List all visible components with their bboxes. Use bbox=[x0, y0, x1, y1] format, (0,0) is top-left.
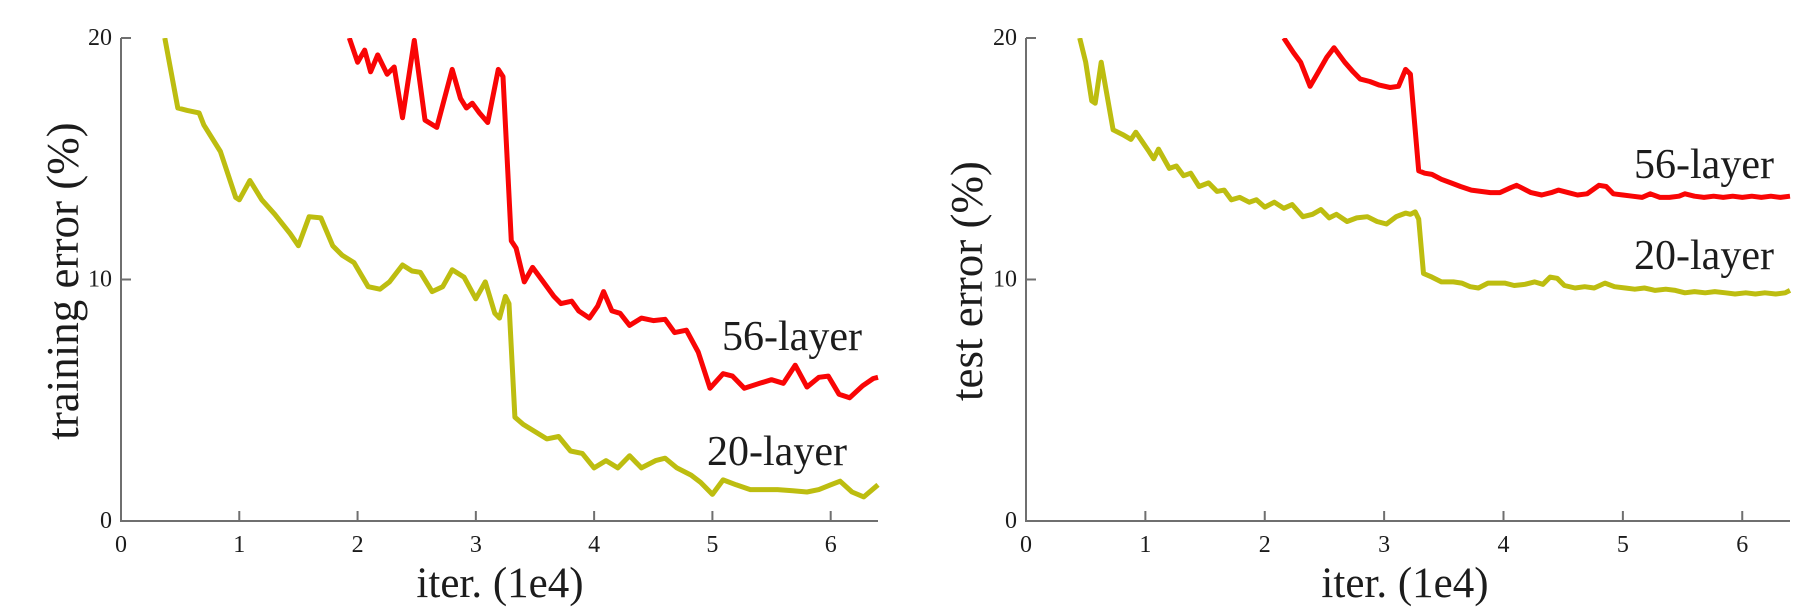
test-x-tick-label: 0 bbox=[1020, 532, 1032, 558]
training-56-layer-curve bbox=[346, 38, 879, 401]
test-chart-x-axis-label: iter. (1e4) bbox=[1321, 560, 1489, 607]
training-x-tick-label: 0 bbox=[115, 532, 127, 558]
test-x-tick-label: 5 bbox=[1617, 532, 1629, 558]
training-y-tick-label: 20 bbox=[88, 25, 112, 51]
test-y-tick-label: 10 bbox=[993, 267, 1017, 293]
test-chart-20-layer-label: 20-layer bbox=[1634, 233, 1774, 279]
training-chart: 0 1 2 3 4 5 6 0 10 20 bbox=[88, 25, 880, 558]
test-x-tick-label: 3 bbox=[1378, 532, 1390, 558]
test-y-tick-label: 0 bbox=[1005, 508, 1017, 534]
test-x-tick-label: 6 bbox=[1736, 532, 1748, 558]
training-x-tick-label: 3 bbox=[470, 532, 482, 558]
training-x-tick-label: 2 bbox=[352, 532, 364, 558]
training-x-tick-label: 6 bbox=[825, 532, 837, 558]
test-x-tick-label: 2 bbox=[1259, 532, 1271, 558]
test-x-tick-label: 4 bbox=[1498, 532, 1510, 558]
training-chart-56-layer-label: 56-layer bbox=[722, 314, 862, 360]
training-chart-x-axis-label: iter. (1e4) bbox=[416, 560, 584, 607]
test-chart: 0 1 2 3 4 5 6 0 10 20 bbox=[993, 25, 1792, 558]
test-x-tick-label: 1 bbox=[1139, 532, 1151, 558]
training-x-tick-label: 5 bbox=[706, 532, 718, 558]
training-x-tick-label: 1 bbox=[233, 532, 245, 558]
training-chart-20-layer-label: 20-layer bbox=[707, 429, 847, 475]
training-x-tick-label: 4 bbox=[588, 532, 600, 558]
test-chart-y-axis-label: test error (%) bbox=[942, 161, 992, 401]
test-56-layer-curve bbox=[1281, 38, 1791, 200]
training-chart-y-axis-label: training error (%) bbox=[38, 122, 88, 440]
training-y-tick-label: 0 bbox=[100, 508, 112, 534]
training-y-tick-label: 10 bbox=[88, 267, 112, 293]
test-20-layer-curve bbox=[1077, 38, 1792, 297]
test-y-tick-label: 20 bbox=[993, 25, 1017, 51]
training-20-layer-curve bbox=[162, 38, 880, 500]
test-chart-56-layer-label: 56-layer bbox=[1634, 142, 1774, 188]
